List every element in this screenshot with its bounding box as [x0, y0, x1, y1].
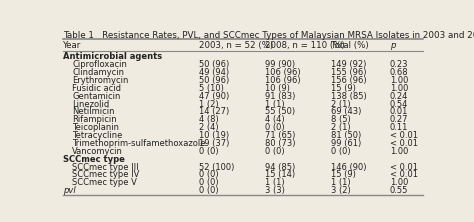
Text: SCCmec type: SCCmec type: [63, 155, 125, 164]
Text: Total (%): Total (%): [331, 41, 369, 50]
Text: 0 (0): 0 (0): [199, 178, 219, 187]
Text: 0.11: 0.11: [390, 123, 408, 132]
Text: 94 (85): 94 (85): [265, 163, 295, 172]
Text: Fusidic acid: Fusidic acid: [72, 84, 121, 93]
Text: 155 (96): 155 (96): [331, 68, 366, 77]
Text: 2003, n = 52 (%): 2003, n = 52 (%): [199, 41, 273, 50]
Text: Erythromycin: Erythromycin: [72, 76, 128, 85]
Text: 69 (43): 69 (43): [331, 107, 362, 117]
Text: 1.00: 1.00: [390, 147, 408, 156]
Text: 1 (1): 1 (1): [265, 178, 284, 187]
Text: 5 (10): 5 (10): [199, 84, 224, 93]
Text: SCCmec type IV: SCCmec type IV: [72, 170, 139, 179]
Text: 49 (94): 49 (94): [199, 68, 229, 77]
Text: 19 (37): 19 (37): [199, 139, 229, 148]
Text: Ciprofloxacin: Ciprofloxacin: [72, 60, 127, 69]
Text: 8 (5): 8 (5): [331, 115, 351, 124]
Text: 99 (90): 99 (90): [265, 60, 295, 69]
Text: 0 (0): 0 (0): [199, 147, 219, 156]
Text: 99 (61): 99 (61): [331, 139, 361, 148]
Text: Vancomycin: Vancomycin: [72, 147, 123, 156]
Text: 1.00: 1.00: [390, 84, 408, 93]
Text: < 0.01: < 0.01: [390, 131, 418, 140]
Text: Netilmicin: Netilmicin: [72, 107, 115, 117]
Text: 106 (96): 106 (96): [265, 76, 301, 85]
Text: 0.01: 0.01: [390, 107, 408, 117]
Text: 52 (100): 52 (100): [199, 163, 234, 172]
Text: 146 (90): 146 (90): [331, 163, 366, 172]
Text: 4 (8): 4 (8): [199, 115, 219, 124]
Text: 149 (92): 149 (92): [331, 60, 366, 69]
Text: 0.23: 0.23: [390, 60, 409, 69]
Text: 55 (50): 55 (50): [265, 107, 295, 117]
Text: 2008, n = 110 (%): 2008, n = 110 (%): [265, 41, 345, 50]
Text: 0 (0): 0 (0): [199, 170, 219, 179]
Text: 47 (90): 47 (90): [199, 92, 229, 101]
Text: Rifampicin: Rifampicin: [72, 115, 117, 124]
Text: 3 (2): 3 (2): [331, 186, 351, 195]
Text: SCCmec type III: SCCmec type III: [72, 163, 139, 172]
Text: p: p: [390, 41, 395, 50]
Text: 0 (0): 0 (0): [331, 147, 351, 156]
Text: 50 (96): 50 (96): [199, 76, 229, 85]
Text: 3 (3): 3 (3): [265, 186, 285, 195]
Text: 106 (96): 106 (96): [265, 68, 301, 77]
Text: 0 (0): 0 (0): [265, 123, 284, 132]
Text: 2 (4): 2 (4): [199, 123, 219, 132]
Text: Gentamicin: Gentamicin: [72, 92, 120, 101]
Text: < 0.01: < 0.01: [390, 139, 418, 148]
Text: 156 (96): 156 (96): [331, 76, 367, 85]
Text: 2 (1): 2 (1): [331, 100, 351, 109]
Text: 91 (83): 91 (83): [265, 92, 295, 101]
Text: 1 (1): 1 (1): [331, 178, 351, 187]
Text: 2 (1): 2 (1): [331, 123, 351, 132]
Text: Tetracycline: Tetracycline: [72, 131, 122, 140]
Text: 0.54: 0.54: [390, 100, 408, 109]
Text: 15 (9): 15 (9): [331, 170, 356, 179]
Text: 80 (73): 80 (73): [265, 139, 295, 148]
Text: 1.00: 1.00: [390, 178, 408, 187]
Text: 1.00: 1.00: [390, 76, 408, 85]
Text: Trimethoprim-sulfamethoxazole: Trimethoprim-sulfamethoxazole: [72, 139, 206, 148]
Text: 0.68: 0.68: [390, 68, 409, 77]
Text: Antimicrobial agents: Antimicrobial agents: [63, 52, 162, 61]
Text: 0 (0): 0 (0): [199, 186, 219, 195]
Text: Clindamycin: Clindamycin: [72, 68, 124, 77]
Text: pvl: pvl: [63, 186, 76, 195]
Text: < 0.01: < 0.01: [390, 163, 418, 172]
Text: 0.55: 0.55: [390, 186, 408, 195]
Text: 1 (1): 1 (1): [265, 100, 284, 109]
Text: Linezolid: Linezolid: [72, 100, 109, 109]
Text: 10 (19): 10 (19): [199, 131, 229, 140]
Text: 50 (96): 50 (96): [199, 60, 229, 69]
Text: Table 1   Resistance Rates, PVL, and SCCmec Types of Malaysian MRSA Isolates in : Table 1 Resistance Rates, PVL, and SCCme…: [63, 31, 474, 40]
Text: 14 (27): 14 (27): [199, 107, 229, 117]
Text: 0.24: 0.24: [390, 92, 408, 101]
Text: 15 (9): 15 (9): [331, 84, 356, 93]
Text: 0.27: 0.27: [390, 115, 409, 124]
Text: Teicoplanin: Teicoplanin: [72, 123, 119, 132]
Text: Year: Year: [63, 41, 81, 50]
Text: 0 (0): 0 (0): [265, 147, 284, 156]
Text: 138 (85): 138 (85): [331, 92, 367, 101]
Text: SCCmec type V: SCCmec type V: [72, 178, 137, 187]
Text: < 0.01: < 0.01: [390, 170, 418, 179]
Text: 4 (4): 4 (4): [265, 115, 284, 124]
Text: 71 (65): 71 (65): [265, 131, 295, 140]
Text: 15 (14): 15 (14): [265, 170, 295, 179]
Text: 81 (50): 81 (50): [331, 131, 361, 140]
Text: 10 (9): 10 (9): [265, 84, 290, 93]
Text: 1 (2): 1 (2): [199, 100, 219, 109]
